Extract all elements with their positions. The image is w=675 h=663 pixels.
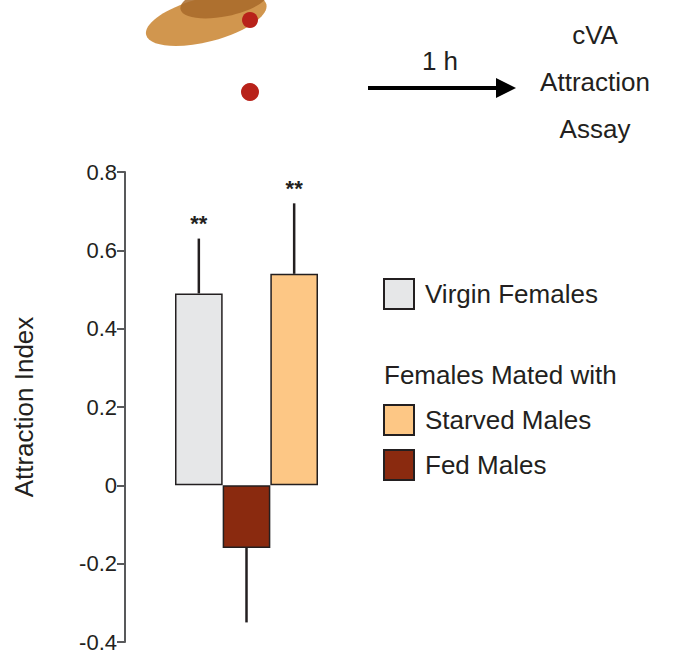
svg-text:-0.4: -0.4: [79, 630, 117, 655]
svg-text:**: **: [190, 211, 208, 236]
svg-text:Females Mated with: Females Mated with: [384, 360, 617, 390]
svg-text:0.4: 0.4: [86, 316, 117, 341]
svg-text:0: 0: [105, 473, 117, 498]
svg-text:-0.2: -0.2: [79, 551, 117, 576]
svg-text:cVA: cVA: [572, 20, 618, 50]
svg-text:Virgin Females: Virgin Females: [425, 279, 598, 309]
svg-text:Attraction Index: Attraction Index: [9, 317, 39, 498]
svg-text:**: **: [286, 176, 304, 201]
svg-text:0.8: 0.8: [86, 160, 117, 185]
svg-text:0.2: 0.2: [86, 395, 117, 420]
svg-text:Attraction: Attraction: [540, 67, 650, 97]
svg-text:Assay: Assay: [560, 114, 631, 144]
svg-text:1 h: 1 h: [422, 46, 458, 76]
svg-text:0.6: 0.6: [86, 238, 117, 263]
svg-text:Fed Males: Fed Males: [425, 450, 546, 480]
svg-text:Starved Males: Starved Males: [425, 405, 591, 435]
